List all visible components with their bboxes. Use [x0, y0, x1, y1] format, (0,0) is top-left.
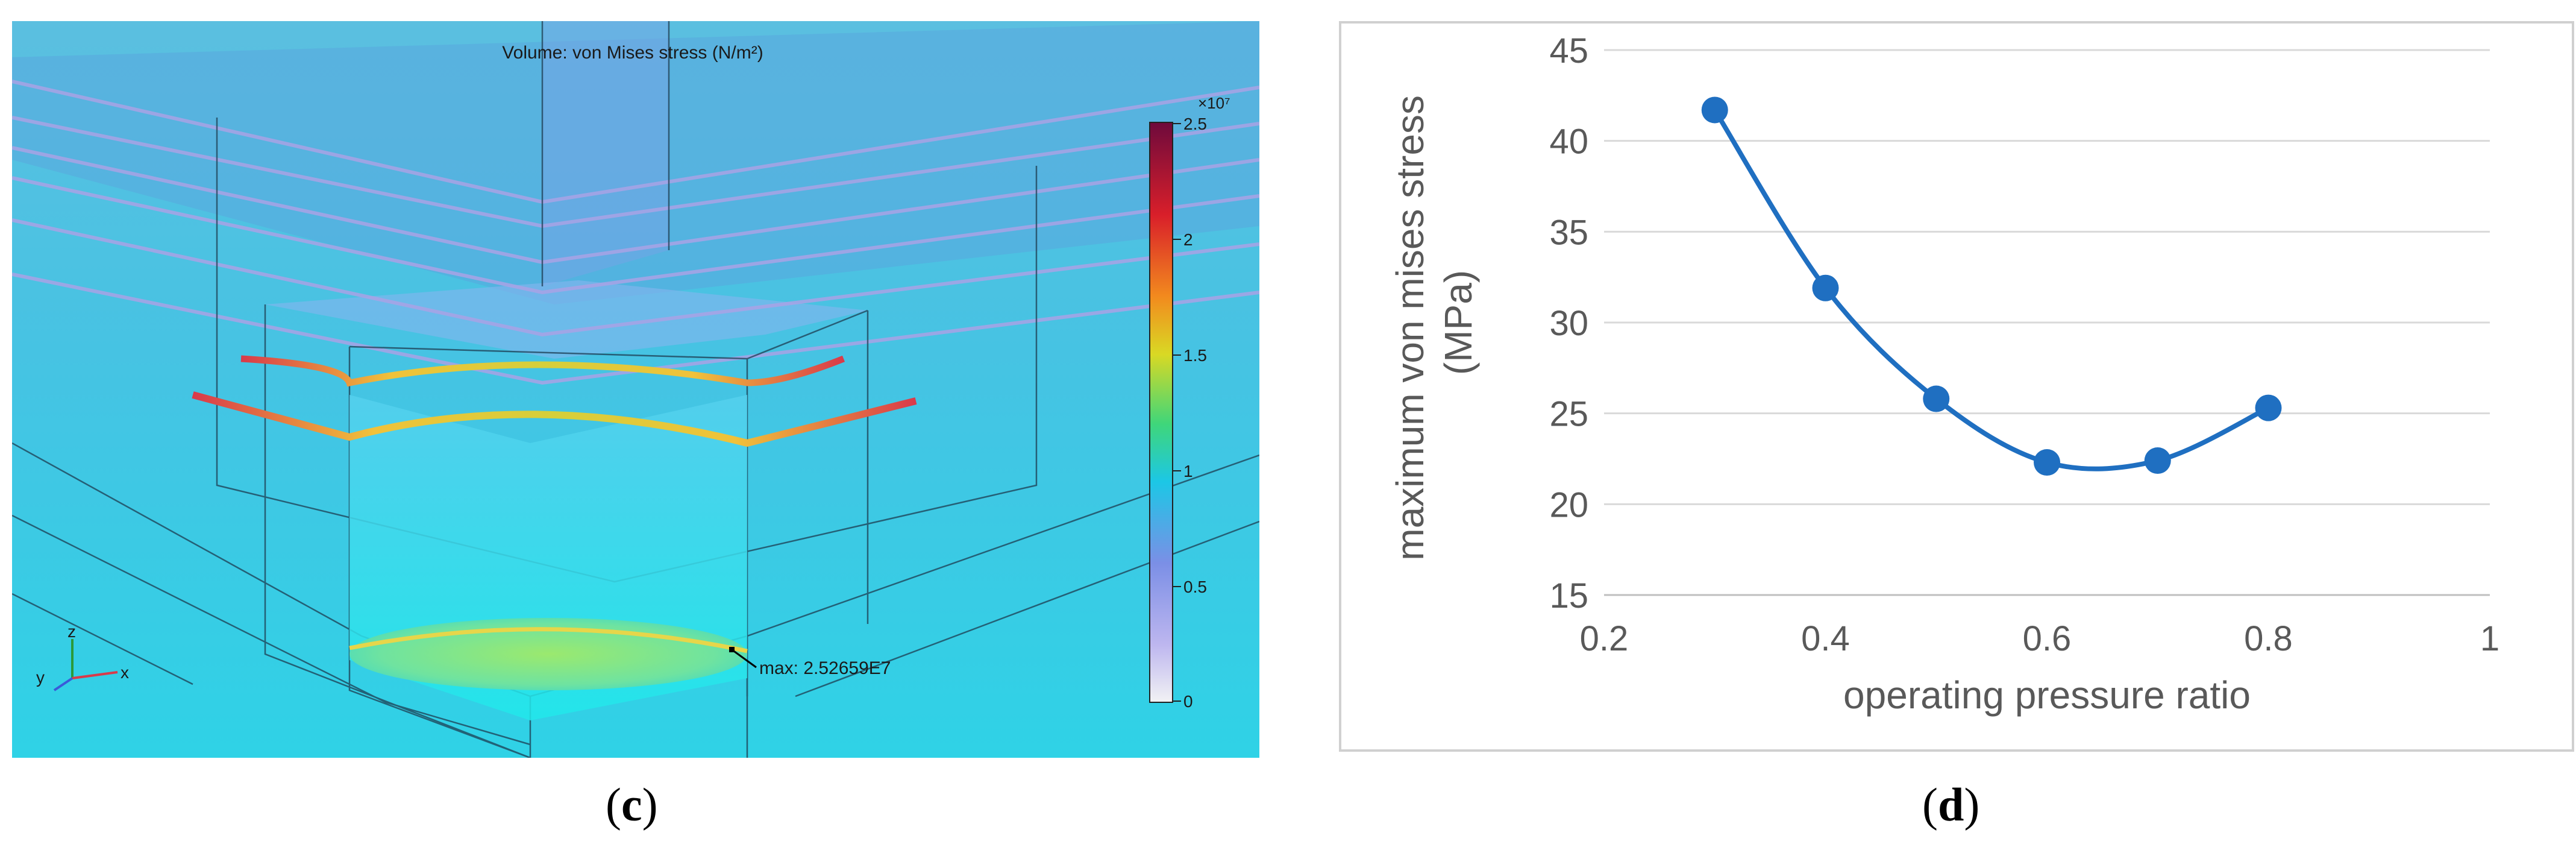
- data-point: [2145, 447, 2171, 474]
- panel-c-label-letter: c: [621, 778, 642, 831]
- x-axis-title: operating pressure ratio: [1843, 673, 2251, 717]
- panel-c-label-open: (: [606, 778, 621, 831]
- y-tick-label: 25: [1549, 395, 1588, 434]
- triad-x-label: x: [121, 663, 129, 682]
- data-point: [2034, 449, 2060, 476]
- data-point: [1923, 386, 1949, 412]
- data-point: [2255, 395, 2282, 421]
- triad-z-label: z: [67, 622, 76, 641]
- chart-frame: [1340, 22, 2573, 751]
- colorbar-tick-label: 1.5: [1183, 346, 1207, 365]
- stress-vs-pressure-chart: 15 20 25 30 35 40 45 0.2 0.4 0.6 0.8 1 operating pr…: [1339, 21, 2574, 752]
- colorbar-exponent: ×10⁷: [1198, 94, 1230, 112]
- y-axis-title-line-1: maximum von mises stress: [1388, 95, 1432, 561]
- panel-d-label: (d): [1922, 778, 1979, 832]
- y-tick-label: 35: [1549, 213, 1588, 252]
- panel-c-label: (c): [606, 778, 658, 832]
- colorbar-tick-label: 2: [1183, 230, 1193, 249]
- x-tick-label: 0.2: [1580, 619, 1629, 658]
- x-tick-label: 0.6: [2023, 619, 2072, 658]
- y-tick-label: 30: [1549, 304, 1588, 343]
- colorbar: [1150, 122, 1173, 702]
- max-annotation: max: 2.52659E7: [759, 658, 891, 678]
- colorbar-tick-label: 1: [1183, 462, 1193, 480]
- panel-d-label-close: ): [1964, 778, 1979, 831]
- plot-title: Volume: von Mises stress (N/m²): [502, 43, 763, 63]
- x-tick-label: 0.8: [2244, 619, 2293, 658]
- x-tick-label: 0.4: [1801, 619, 1850, 658]
- y-axis-title-line-2: (MPa): [1437, 270, 1480, 375]
- colorbar-tick-label: 2.5: [1183, 115, 1207, 133]
- data-point: [1813, 275, 1839, 301]
- y-tick-label: 40: [1549, 122, 1588, 162]
- triad-y-label: y: [36, 668, 45, 687]
- y-tick-label: 20: [1549, 485, 1588, 524]
- panel-d-label-open: (: [1922, 778, 1938, 831]
- x-tick-label: 1: [2480, 619, 2499, 658]
- colorbar-tick-label: 0.5: [1183, 578, 1207, 596]
- panel-d-label-letter: d: [1938, 778, 1964, 831]
- colorbar-tick-label: 0: [1183, 692, 1193, 711]
- y-tick-label: 15: [1549, 576, 1588, 616]
- panel-c-label-close: ): [642, 778, 658, 831]
- data-point: [1702, 96, 1728, 123]
- y-tick-label: 45: [1549, 31, 1588, 71]
- stress-simulation-image: max: 2.52659E7 Volume: von Mises stress …: [12, 21, 1259, 758]
